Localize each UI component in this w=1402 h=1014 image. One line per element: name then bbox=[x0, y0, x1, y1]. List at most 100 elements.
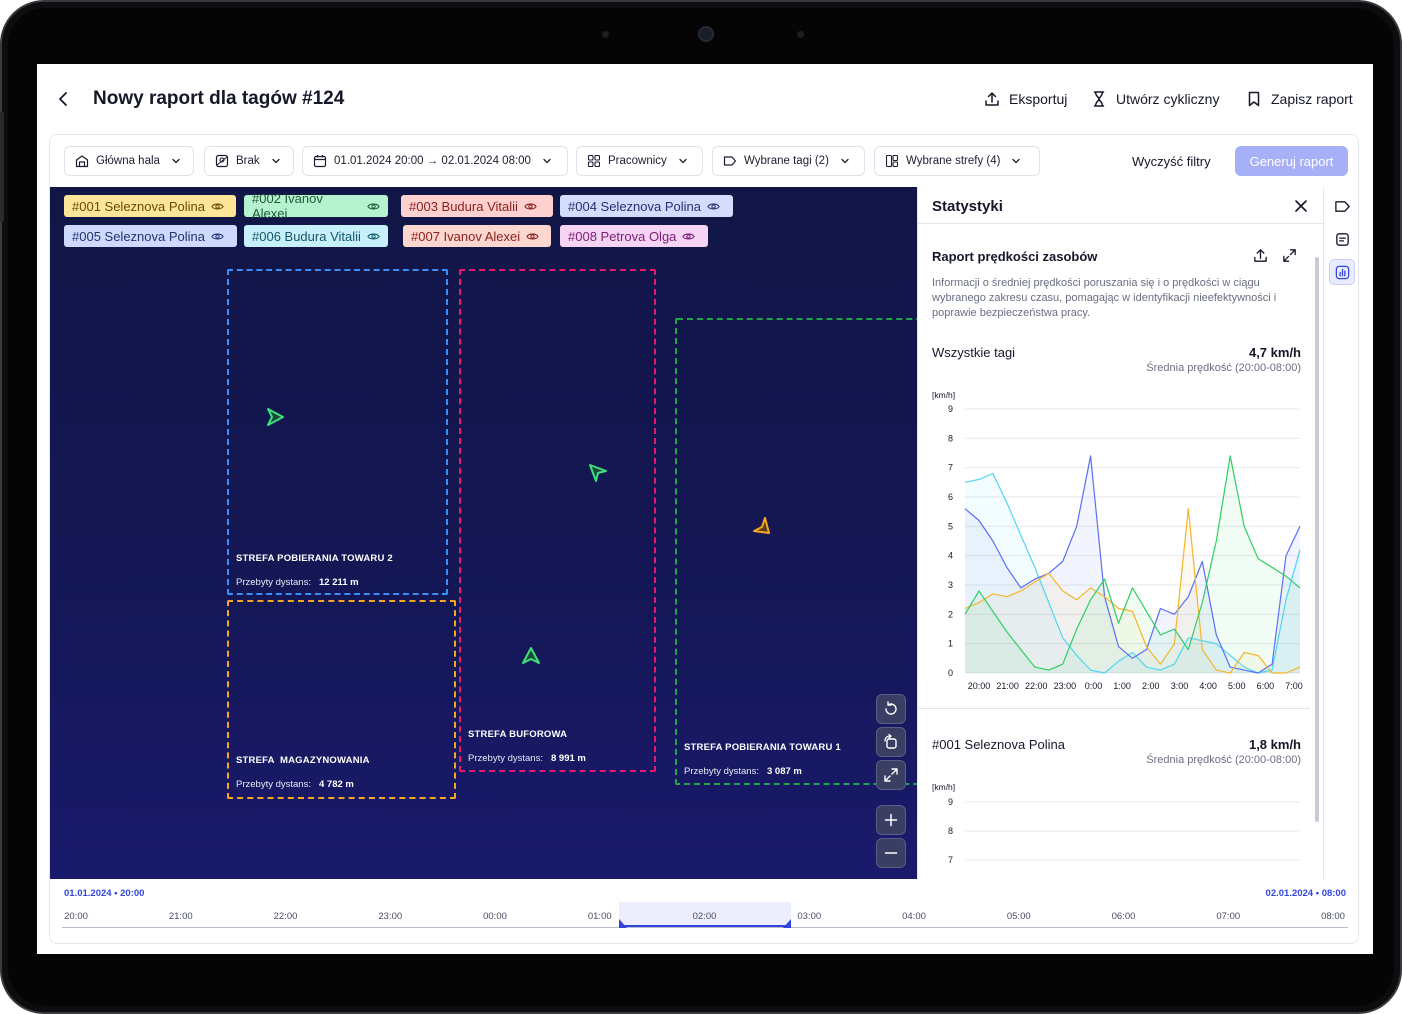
front-camera bbox=[698, 26, 714, 42]
export-button[interactable]: Eksportuj bbox=[983, 90, 1067, 108]
chart-unit: [km/h] bbox=[932, 390, 956, 400]
y-tick-label: 9 bbox=[948, 797, 953, 807]
tag-chip-label: #006 Budura Vitalii bbox=[252, 228, 361, 244]
eye-icon[interactable] bbox=[524, 200, 537, 213]
tag-chip-label: #003 Budura Vitalii bbox=[409, 198, 518, 214]
page-title: Nowy raport dla tagów #124 bbox=[93, 88, 345, 109]
timeline-end: 02.01.2024 • 08:00 bbox=[1265, 888, 1346, 899]
hall-select[interactable]: Główna hala bbox=[64, 146, 194, 176]
app-screen: Nowy raport dla tagów #124 Eksportuj Utw… bbox=[37, 64, 1373, 954]
rotate-icon bbox=[885, 701, 897, 715]
note-icon bbox=[1335, 232, 1349, 246]
stats-panel-button[interactable] bbox=[1329, 259, 1355, 285]
date-range-select[interactable]: 01.01.2024 20:00 → 02.01.2024 08:00 bbox=[302, 146, 568, 176]
tags-select[interactable]: Wybrane tagi (2) bbox=[712, 146, 865, 176]
tag-chip-label: #001 Seleznova Polina bbox=[72, 198, 205, 214]
tag-chip[interactable]: #002 Ivanov Alexei bbox=[244, 191, 388, 221]
eye-icon[interactable] bbox=[211, 230, 224, 243]
timeline-tick: 02:00 bbox=[692, 911, 717, 922]
upload-icon[interactable] bbox=[1252, 247, 1269, 264]
timeline-tick: 07:00 bbox=[1216, 911, 1241, 922]
zones-select[interactable]: Wybrane strefy (4) bbox=[874, 146, 1040, 176]
x-tick-label: 2:00 bbox=[1142, 681, 1160, 691]
y-tick-label: 4 bbox=[948, 551, 953, 561]
expand-icon[interactable] bbox=[1281, 247, 1298, 264]
timeline-tick: 00:00 bbox=[483, 911, 507, 922]
asset-marker-icon[interactable] bbox=[264, 406, 286, 428]
tag-chip[interactable]: #007 Ivanov Alexei bbox=[403, 225, 551, 247]
chevron-down-icon bbox=[679, 158, 687, 164]
scrollbar[interactable] bbox=[1315, 257, 1319, 822]
asset-marker-icon[interactable] bbox=[751, 515, 773, 537]
eye-icon[interactable] bbox=[367, 200, 380, 213]
timeline[interactable]: 01.01.2024 • 20:00 02.01.2024 • 08:00 20… bbox=[50, 879, 1358, 943]
eye-icon[interactable] bbox=[707, 200, 720, 213]
chevron-down-icon bbox=[543, 158, 551, 164]
rotate-view-button[interactable] bbox=[876, 727, 906, 757]
all-tags-name: Wszystkie tagi bbox=[932, 345, 1016, 360]
workers-select-value: Pracownicy bbox=[608, 155, 667, 167]
side-button bbox=[0, 112, 4, 222]
tag-chip[interactable]: #003 Budura Vitalii bbox=[401, 195, 553, 217]
clear-filters-button[interactable]: Wyczyść filtry bbox=[1132, 154, 1211, 169]
bookmark-icon bbox=[1248, 91, 1260, 107]
minus-icon bbox=[884, 852, 898, 854]
timeline-tick: 08:00 bbox=[1321, 911, 1345, 922]
speed-chart-all: 9 8 7 6 5 4 3 2 1 0 20:00 21:00 22:00 23:00 0:00 1:00 2:… bbox=[948, 404, 1303, 691]
zone-buffer-label: STREFA BUFOROWA bbox=[468, 729, 568, 740]
report-card: Główna hala Brak 01.01.2024 20:00 → 02.0… bbox=[49, 134, 1359, 944]
timeline-tick: 23:00 bbox=[378, 911, 403, 922]
map-select[interactable]: Brak bbox=[204, 146, 294, 176]
x-tick-label: 1:00 bbox=[1113, 681, 1131, 691]
fullscreen-button[interactable] bbox=[876, 760, 906, 790]
x-tick-label: 3:00 bbox=[1171, 681, 1189, 691]
back-icon[interactable] bbox=[55, 90, 73, 108]
selection-handle-left[interactable] bbox=[616, 917, 628, 929]
eye-icon[interactable] bbox=[526, 230, 539, 243]
zone-buffer[interactable] bbox=[459, 269, 656, 772]
zones-icon bbox=[885, 154, 899, 168]
zoom-out-button[interactable] bbox=[876, 838, 906, 868]
timeline-selection[interactable] bbox=[619, 902, 791, 927]
all-tags-value: 4,7 km/h bbox=[1248, 345, 1301, 360]
divider bbox=[918, 708, 1310, 709]
zone-picking-1[interactable] bbox=[675, 318, 917, 785]
report-description: Informacji o średniej prędkości poruszan… bbox=[932, 277, 1277, 319]
close-icon[interactable] bbox=[1293, 198, 1309, 214]
zone-picking-2[interactable] bbox=[227, 269, 448, 595]
tag-chip[interactable]: #001 Seleznova Polina bbox=[64, 195, 236, 217]
tag-chip[interactable]: #006 Budura Vitalii bbox=[244, 225, 388, 247]
generate-report-button[interactable]: Generuj raport bbox=[1235, 146, 1348, 176]
distance-value: 8 991 m bbox=[550, 753, 586, 764]
chevron-down-icon bbox=[172, 158, 180, 164]
y-tick-label: 5 bbox=[948, 521, 953, 531]
eye-icon[interactable] bbox=[682, 230, 696, 243]
timeline-tick: 06:00 bbox=[1111, 911, 1136, 922]
report-title: Raport prędkości zasobów bbox=[932, 249, 1098, 264]
grid-icon bbox=[587, 154, 601, 168]
tag-chip[interactable]: #004 Seleznova Polina bbox=[560, 195, 733, 217]
tag-chip[interactable]: #008 Petrova Olga bbox=[560, 225, 708, 247]
zone-storage[interactable] bbox=[227, 600, 456, 799]
zoom-in-button[interactable] bbox=[876, 805, 906, 835]
eye-icon[interactable] bbox=[211, 200, 224, 213]
tag-chip[interactable]: #005 Seleznova Polina bbox=[64, 225, 237, 247]
rotate-button[interactable] bbox=[876, 694, 906, 724]
zones-select-value: Wybrane strefy (4) bbox=[906, 155, 1001, 167]
selection-handle-right[interactable] bbox=[782, 917, 794, 929]
eye-icon[interactable] bbox=[367, 230, 380, 243]
notes-panel-button[interactable] bbox=[1329, 226, 1355, 252]
tags-panel-button[interactable] bbox=[1329, 193, 1355, 219]
tag-chip-label: #007 Ivanov Alexei bbox=[411, 228, 521, 244]
y-tick-label: 7 bbox=[948, 855, 953, 865]
recurring-button[interactable]: Utwórz cykliczny bbox=[1090, 90, 1219, 108]
asset-marker-icon[interactable] bbox=[587, 462, 609, 484]
asset-marker-icon[interactable] bbox=[520, 645, 542, 667]
x-tick-label: 21:00 bbox=[996, 681, 1019, 691]
tags-select-value: Wybrane tagi (2) bbox=[744, 155, 829, 167]
save-report-button[interactable]: Zapisz raport bbox=[1245, 90, 1353, 108]
series-line-green bbox=[964, 455, 1301, 671]
speed-chart-tag001: 9 8 7 bbox=[948, 797, 1300, 865]
floor-map[interactable]: #001 Seleznova Polina #002 Ivanov Alexei #… bbox=[50, 187, 917, 879]
workers-select[interactable]: Pracownicy bbox=[576, 146, 703, 176]
